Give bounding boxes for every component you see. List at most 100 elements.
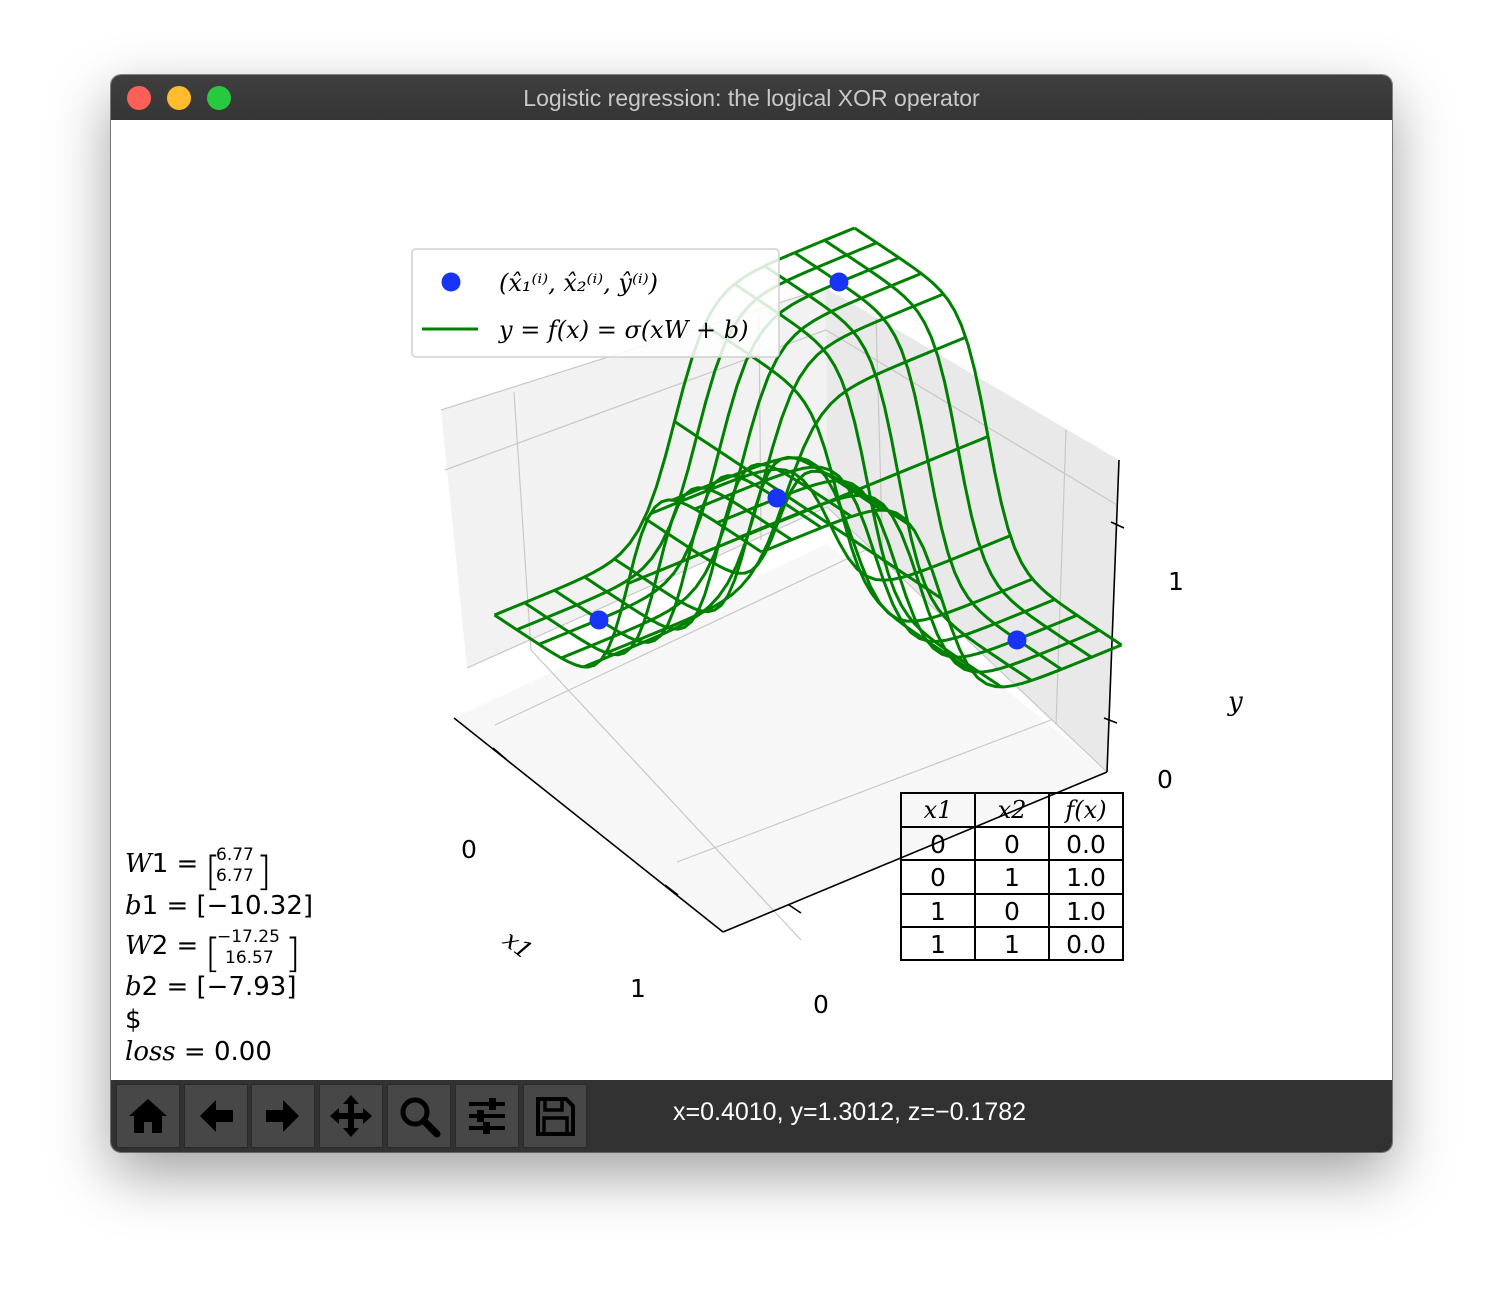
- y-tick: [1110, 521, 1125, 529]
- legend-marker-points: [441, 272, 461, 292]
- param-w2-value: −17.25: [217, 927, 280, 947]
- data-point: [589, 610, 609, 630]
- grid-line: [1055, 429, 1067, 726]
- data-point: [829, 272, 849, 292]
- x1-axis-label: x1: [498, 925, 538, 965]
- move-icon: [330, 1095, 372, 1137]
- param-w1-bracket: [: [205, 849, 221, 895]
- grid-line: [676, 719, 1052, 863]
- truth-table: x1 x2 f(x) 0 0 0.0 0 1 1.0 1 0 1.0 1 1 0…: [900, 792, 1124, 961]
- tt-cell: 0: [930, 863, 946, 892]
- app-window: Logistic regression: the logical XOR ope…: [111, 75, 1392, 1152]
- tt-cell: 0.0: [1066, 830, 1106, 859]
- close-button[interactable]: [127, 86, 151, 110]
- x1-tick-label-0: 0: [461, 835, 477, 864]
- tt-cell: 1.0: [1066, 863, 1106, 892]
- tt-cell: 0: [930, 830, 946, 859]
- param-b1-value: [−10.32]: [197, 891, 314, 921]
- arrow-right-icon: [266, 1100, 299, 1132]
- surface-line-x2: [613, 455, 883, 614]
- x2-axis-line: [722, 771, 1108, 933]
- plot-3d[interactable]: 0 1 0 1 0 y x1 (x̂₁⁽ⁱ⁾, x̂₂⁽ⁱ⁾, ŷ⁽ⁱ⁾) y …: [111, 120, 1392, 1080]
- grid-line: [825, 329, 1118, 506]
- data-points: [589, 272, 1027, 650]
- plot-canvas[interactable]: 0 1 0 1 0 y x1 (x̂₁⁽ⁱ⁾, x̂₂⁽ⁱ⁾, ŷ⁽ⁱ⁾) y …: [111, 120, 1392, 1080]
- param-w2: W2 =: [125, 931, 198, 961]
- grid-line: [530, 649, 802, 941]
- grid-line: [494, 549, 867, 726]
- grid-line: [513, 391, 532, 651]
- back-left-pane: [441, 288, 827, 668]
- home-button[interactable]: [116, 1084, 180, 1148]
- truth-table-border: [900, 792, 1124, 961]
- param-extra: $: [125, 1005, 142, 1035]
- surface-line-x2: [643, 469, 913, 575]
- param-w1-bracket: ]: [256, 849, 272, 895]
- y-tick-label-1: 1: [1168, 567, 1184, 596]
- parameters-readout: W1 = [ 6.77 6.77 ] b1 = [−10.32] W2 = [ …: [125, 845, 313, 1067]
- magnifier-icon: [400, 1097, 441, 1138]
- legend-label-surface: y = f(x) = σ(xW + b): [498, 316, 748, 344]
- zoom-button-tool[interactable]: [387, 1084, 451, 1148]
- navigation-toolbar: x=0.4010, y=1.3012, z=−0.1782: [111, 1080, 1392, 1152]
- data-point: [767, 488, 787, 508]
- pan-button[interactable]: [319, 1084, 383, 1148]
- tt-cell: 1: [930, 930, 946, 959]
- tt-header-fx: f(x): [1063, 796, 1106, 824]
- x1-tick: [664, 884, 679, 896]
- title-bar: Logistic regression: the logical XOR ope…: [111, 75, 1392, 121]
- save-button[interactable]: [523, 1084, 587, 1148]
- data-point: [1007, 630, 1027, 650]
- surface-line-x2: [523, 486, 793, 657]
- tt-header-x1: x1: [924, 796, 953, 824]
- param-w1: W1 =: [125, 849, 198, 879]
- arrow-left-icon: [200, 1100, 233, 1132]
- param-w2-value: 16.57: [225, 948, 274, 968]
- tt-header-x2: x2: [998, 796, 1027, 824]
- axis-lines: [453, 459, 1125, 933]
- zoom-button[interactable]: [207, 86, 231, 110]
- y-axis-label: y: [1227, 687, 1243, 717]
- surface-wireframe: [493, 226, 1123, 689]
- param-w2-bracket: ]: [285, 931, 301, 977]
- forward-button[interactable]: [251, 1084, 315, 1148]
- param-b2: b2 = [−7.93]: [125, 972, 296, 1002]
- surface-line-x2: [763, 264, 1033, 682]
- x1-tick: [492, 747, 508, 761]
- surface-line-x2: [853, 226, 1123, 647]
- param-b1: b1 = [−10.32]: [125, 891, 313, 921]
- home-icon: [129, 1099, 167, 1133]
- param-loss-value: 0.00: [214, 1037, 272, 1067]
- x2-tick-label-0: 0: [813, 990, 829, 1019]
- param-w1-value: 6.77: [216, 845, 254, 865]
- legend-frame: [411, 248, 780, 358]
- tt-cell: 0: [1004, 830, 1020, 859]
- tt-cell: 1: [1004, 863, 1020, 892]
- legend-label-points: (x̂₁⁽ⁱ⁾, x̂₂⁽ⁱ⁾, ŷ⁽ⁱ⁾): [499, 269, 658, 297]
- param-b2-value: [−7.93]: [197, 972, 297, 1002]
- truth-table-grid: [900, 792, 1124, 961]
- minimize-button[interactable]: [167, 86, 191, 110]
- tt-cell: 0.0: [1066, 930, 1106, 959]
- sliders-icon: [469, 1098, 505, 1134]
- configure-subplots-button[interactable]: [455, 1084, 519, 1148]
- param-w2-bracket: [: [205, 931, 221, 977]
- legend: (x̂₁⁽ⁱ⁾, x̂₂⁽ⁱ⁾, ŷ⁽ⁱ⁾) y = f(x) = σ(xW +…: [411, 248, 780, 358]
- param-loss: loss = 0.00: [125, 1037, 272, 1067]
- tt-cell: 1: [930, 897, 946, 926]
- tt-cell: 0: [1004, 897, 1020, 926]
- surface-line-x2: [823, 239, 1093, 659]
- y-tick-label-0: 0: [1157, 765, 1173, 794]
- cursor-coordinates: x=0.4010, y=1.3012, z=−0.1782: [673, 1098, 1027, 1126]
- param-w1-value: 6.77: [216, 866, 254, 886]
- grid-line: [466, 506, 828, 669]
- surface-line-x2: [583, 462, 853, 631]
- surface-line-x2: [673, 420, 943, 600]
- tt-cell: 1.0: [1066, 897, 1106, 926]
- window-title: Logistic regression: the logical XOR ope…: [523, 85, 980, 111]
- y-tick: [1103, 717, 1118, 724]
- back-button[interactable]: [184, 1084, 248, 1148]
- tt-cell: 1: [1004, 930, 1020, 959]
- x1-tick-label-1: 1: [630, 974, 646, 1003]
- x2-tick: [788, 904, 802, 914]
